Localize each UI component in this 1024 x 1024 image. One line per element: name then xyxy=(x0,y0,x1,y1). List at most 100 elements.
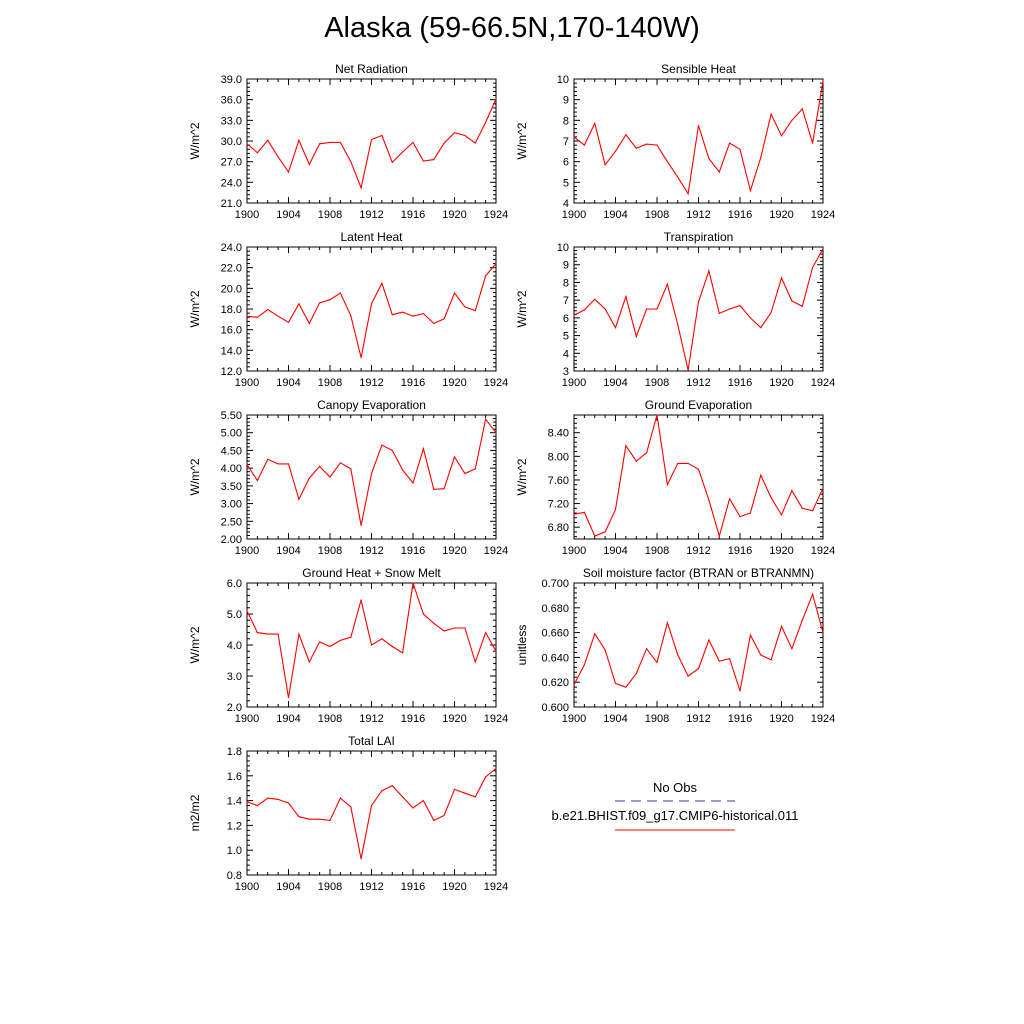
data-point xyxy=(666,161,669,163)
y-tick-label: 0.660 xyxy=(541,628,569,640)
x-tick-label: 1908 xyxy=(645,713,669,725)
y-tick-label: 24.0 xyxy=(221,177,242,189)
data-point xyxy=(822,248,824,250)
x-tick-label: 1920 xyxy=(769,377,793,389)
y-tick-label: 12.0 xyxy=(221,366,242,378)
y-tick-label: 10 xyxy=(557,74,569,86)
data-point xyxy=(495,767,497,770)
data-point xyxy=(329,141,331,143)
data-point xyxy=(718,535,720,537)
data-point xyxy=(370,303,373,305)
data-point xyxy=(381,790,383,792)
data-point xyxy=(360,187,362,189)
y-axis-label: m2/m2 xyxy=(188,794,202,831)
data-point xyxy=(791,119,793,121)
x-tick-label: 1916 xyxy=(728,713,752,725)
y-tick-label: 4.0 xyxy=(227,640,242,652)
x-tick-label: 1904 xyxy=(603,545,627,557)
data-point xyxy=(801,108,803,110)
data-point xyxy=(739,148,741,150)
x-tick-label: 1920 xyxy=(442,209,466,221)
data-point xyxy=(287,697,290,699)
data-point xyxy=(708,158,710,160)
y-tick-label: 5.00 xyxy=(221,428,242,440)
y-tick-label: 7 xyxy=(563,136,569,148)
y-tick-label: 21.0 xyxy=(221,198,242,210)
data-point xyxy=(464,627,466,629)
data-point xyxy=(718,312,720,314)
data-point xyxy=(646,143,648,145)
data-point xyxy=(666,484,669,486)
series-line xyxy=(246,418,497,526)
data-point xyxy=(433,488,435,490)
y-tick-label: 6.80 xyxy=(548,522,569,534)
data-point xyxy=(770,659,772,661)
panel-title: Transpiration xyxy=(664,230,734,244)
data-point xyxy=(402,469,404,471)
data-point xyxy=(635,335,637,338)
data-point xyxy=(573,136,575,138)
data-point xyxy=(319,465,321,467)
y-tick-label: 39.0 xyxy=(221,74,242,86)
y-tick-label: 30.0 xyxy=(221,136,242,148)
data-point xyxy=(412,315,414,317)
data-point xyxy=(739,304,741,307)
data-point xyxy=(791,648,793,650)
data-point xyxy=(308,818,310,820)
data-point xyxy=(360,524,362,527)
data-point xyxy=(646,308,648,310)
data-point xyxy=(625,686,627,688)
data-point xyxy=(453,292,456,294)
x-tick-label: 1904 xyxy=(276,377,300,389)
data-point xyxy=(246,610,248,612)
panel-5: Canopy Evaporation W/m^2 1900 1904 1908 1912 1… xyxy=(188,398,508,557)
x-tick-label: 1916 xyxy=(401,713,425,725)
panel-title: Sensible Heat xyxy=(661,62,736,76)
y-tick-label: 1.8 xyxy=(227,746,242,758)
x-tick-label: 1920 xyxy=(442,377,466,389)
y-tick-label: 0.680 xyxy=(541,603,569,615)
x-tick-label: 1924 xyxy=(484,545,508,557)
data-point xyxy=(635,460,637,462)
data-point xyxy=(412,482,414,484)
x-tick-label: 1920 xyxy=(442,713,466,725)
data-point xyxy=(594,535,596,537)
data-point xyxy=(666,283,669,285)
x-tick-label: 1924 xyxy=(811,377,835,389)
data-point xyxy=(256,479,258,482)
data-point xyxy=(583,144,586,146)
series-line xyxy=(246,263,497,358)
data-point xyxy=(402,652,404,654)
data-point xyxy=(381,444,383,446)
y-tick-label: 0.8 xyxy=(227,870,242,882)
data-point xyxy=(246,315,248,317)
data-point xyxy=(422,800,424,802)
x-tick-label: 1920 xyxy=(442,881,466,893)
y-tick-label: 6.0 xyxy=(227,578,242,590)
data-point xyxy=(422,160,424,162)
data-point xyxy=(791,300,793,302)
data-point xyxy=(729,142,731,144)
data-point xyxy=(267,308,269,311)
series-line xyxy=(573,81,824,196)
data-point xyxy=(453,788,456,791)
y-tick-label: 4 xyxy=(563,198,569,210)
data-point xyxy=(267,458,269,460)
data-point xyxy=(422,448,424,450)
y-tick-label: 20.0 xyxy=(221,283,242,295)
x-tick-label: 1920 xyxy=(442,545,466,557)
y-axis-label: unitless xyxy=(515,625,529,666)
data-point xyxy=(464,306,466,308)
x-tick-label: 1920 xyxy=(769,713,793,725)
y-tick-label: 6 xyxy=(563,157,569,169)
panel-3: Latent Heat W/m^2 1900 1904 1908 1912 1916 1920… xyxy=(188,230,508,389)
x-tick-label: 1900 xyxy=(235,713,259,725)
plot-frame xyxy=(573,246,824,372)
data-point xyxy=(474,468,476,470)
series-line xyxy=(246,98,497,190)
data-point xyxy=(801,305,803,307)
data-point xyxy=(298,633,300,635)
data-point xyxy=(687,675,689,677)
data-point xyxy=(812,510,814,512)
